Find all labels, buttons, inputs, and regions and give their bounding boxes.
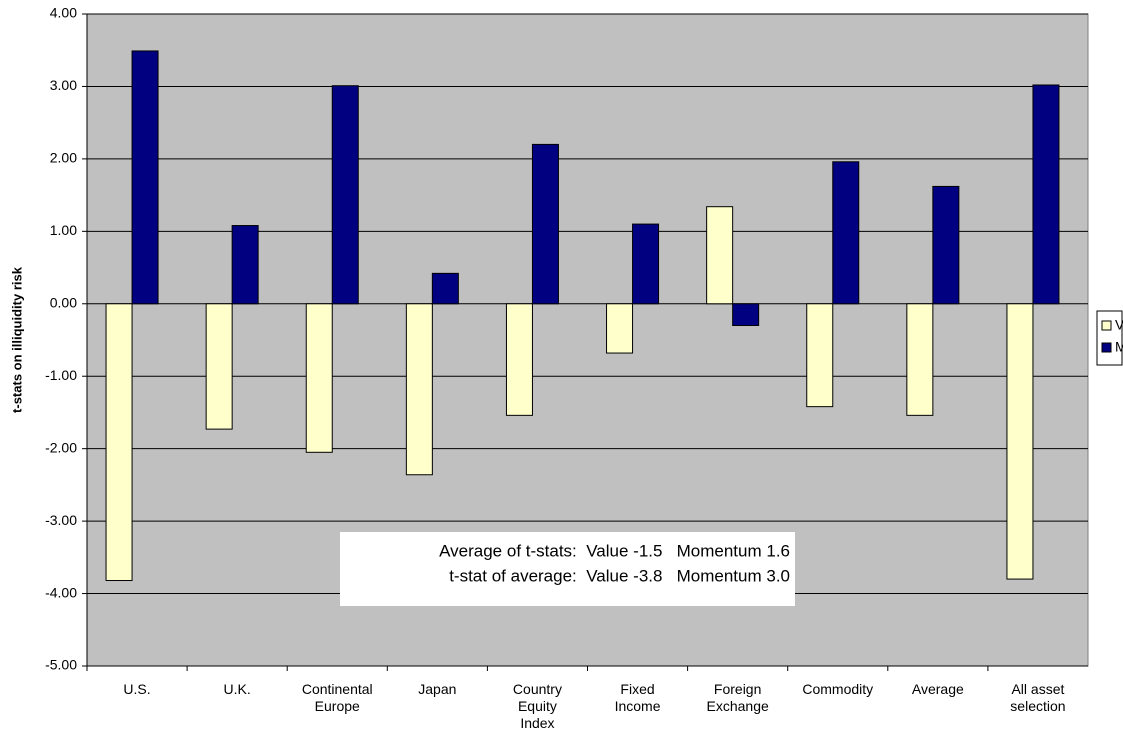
x-tick-label: Japan (418, 681, 457, 697)
x-tick-label: Average (911, 681, 964, 697)
bar (706, 206, 734, 305)
x-tick-label: Fixed Income (614, 681, 661, 714)
legend-swatch (1101, 342, 1112, 353)
legend-label: Momentum (1115, 339, 1123, 355)
legend-label: Value (1115, 317, 1123, 333)
annotation: t-stat of average: Value -3.8 Momentum 3… (449, 566, 790, 585)
bar (1032, 84, 1060, 305)
x-tick-label: All asset selection (1010, 681, 1066, 714)
bar (732, 303, 760, 327)
x-tick-label: Country Equity Index (512, 681, 562, 731)
legend-swatch (1101, 320, 1112, 331)
y-tick-label: -4.00 (45, 584, 77, 600)
bar (305, 303, 333, 453)
bar (205, 303, 233, 430)
y-axis-label: t-stats on illiquidity risk (9, 266, 24, 413)
bar (131, 50, 159, 305)
x-tick-label: Commodity (802, 681, 874, 697)
annotation: Average of t-stats: Value -1.5 Momentum … (439, 541, 790, 560)
bar (906, 303, 934, 416)
bar (1006, 303, 1034, 580)
y-tick-label: 3.00 (50, 77, 77, 93)
annotation-box (340, 532, 795, 606)
y-tick-label: -1.00 (45, 367, 77, 383)
bar (331, 85, 359, 305)
x-tick-label: U.K. (223, 681, 251, 697)
bar (806, 303, 834, 408)
x-tick-label: U.S. (123, 681, 151, 697)
x-tick-label: Foreign Exchange (706, 681, 769, 714)
x-tick-label: Continental Europe (301, 681, 373, 714)
bar (231, 225, 259, 305)
legend-box (1096, 310, 1123, 366)
y-tick-label: -2.00 (45, 439, 77, 455)
bar (505, 303, 533, 416)
y-tick-label: -5.00 (45, 657, 77, 673)
y-tick-label: 0.00 (50, 294, 77, 310)
y-tick-label: 4.00 (50, 5, 77, 21)
bar (405, 303, 433, 476)
bar (932, 185, 960, 305)
bar (832, 161, 860, 305)
bar (431, 272, 459, 305)
y-tick-label: -3.00 (45, 512, 77, 528)
y-tick-label: 2.00 (50, 150, 77, 166)
y-tick-label: 1.00 (50, 222, 77, 238)
bar (606, 303, 634, 354)
bar (531, 143, 559, 305)
bar (105, 303, 133, 582)
bar (632, 223, 660, 305)
